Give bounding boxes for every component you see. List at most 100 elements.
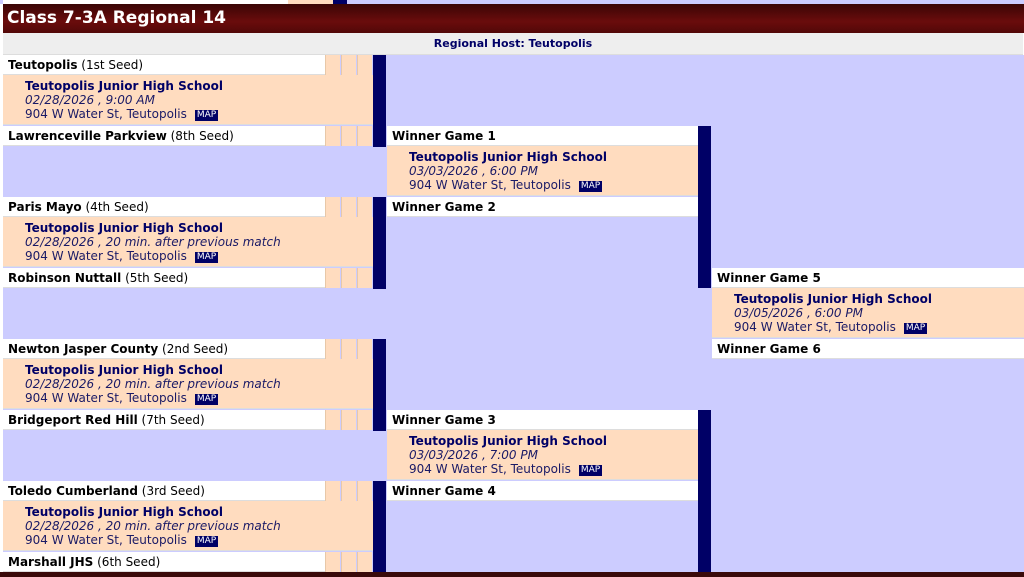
previous-bracket-edge: [0, 0, 1024, 4]
map-link[interactable]: MAP: [903, 323, 928, 334]
bracket-connector: [373, 339, 386, 431]
score-cell: [357, 410, 372, 430]
team-name: Lawrenceville Parkview: [8, 129, 167, 143]
team-seed: (7th Seed): [141, 413, 205, 427]
team-seed: (4th Seed): [85, 200, 149, 214]
game-location: Teutopolis Junior High School: [25, 221, 224, 235]
score-cell: [325, 481, 340, 501]
score-cell: [357, 552, 372, 572]
team-seed: (3rd Seed): [141, 484, 205, 498]
team-row: Newton Jasper County (2nd Seed): [3, 339, 325, 359]
team-row: Winner Game 5: [712, 268, 1024, 288]
score-cell: [325, 552, 340, 572]
team-row: Winner Game 2: [387, 197, 698, 217]
team-row: Paris Mayo (4th Seed): [3, 197, 325, 217]
team-name: Winner Game 1: [392, 129, 496, 143]
game-address-line: 904 W Water St, Teutopolis MAP: [409, 462, 698, 476]
team-row: Toledo Cumberland (3rd Seed): [3, 481, 325, 501]
game-address: 904 W Water St, Teutopolis: [25, 249, 187, 263]
bracket-connector: [698, 126, 711, 288]
bracket-connector: [373, 481, 386, 573]
team-name: Winner Game 6: [717, 342, 821, 356]
score-cell: [357, 339, 372, 359]
game-info: Teutopolis Junior High School 02/28/2026 …: [3, 217, 373, 267]
map-link[interactable]: MAP: [194, 394, 219, 405]
team-row: Bridgeport Red Hill (7th Seed): [3, 410, 325, 430]
game-address-line: 904 W Water St, Teutopolis MAP: [25, 107, 373, 121]
game-datetime: 03/05/2026 , 6:00 PM: [734, 306, 863, 320]
team-name: Toledo Cumberland: [8, 484, 138, 498]
team-row: Lawrenceville Parkview (8th Seed): [3, 126, 325, 146]
game-location: Teutopolis Junior High School: [25, 79, 224, 93]
team-row: Winner Game 1: [387, 126, 698, 146]
team-seed: (6th Seed): [97, 555, 161, 569]
team-seed: (2nd Seed): [162, 342, 229, 356]
score-cell: [325, 268, 340, 288]
game-address-line: 904 W Water St, Teutopolis MAP: [409, 178, 698, 192]
team-seed: (1st Seed): [81, 58, 144, 72]
page-title: Class 7-3A Regional 14: [3, 4, 1024, 33]
team-name: Winner Game 3: [392, 413, 496, 427]
game-info: Teutopolis Junior High School 03/03/2026 …: [387, 430, 698, 480]
score-cell: [325, 339, 340, 359]
game-datetime: 02/28/2026 , 20 min. after previous matc…: [25, 519, 281, 533]
score-cell: [325, 126, 340, 146]
team-name: Winner Game 4: [392, 484, 496, 498]
game-datetime: 03/03/2026 , 7:00 PM: [409, 448, 538, 462]
map-link[interactable]: MAP: [194, 252, 219, 263]
team-seed: (8th Seed): [170, 129, 234, 143]
score-cell: [325, 410, 340, 430]
game-datetime: 03/03/2026 , 6:00 PM: [409, 164, 538, 178]
map-link[interactable]: MAP: [194, 536, 219, 547]
regional-host: Regional Host: Teutopolis: [3, 33, 1023, 55]
game-address: 904 W Water St, Teutopolis: [25, 391, 187, 405]
team-name: Teutopolis: [8, 58, 78, 72]
game-location: Teutopolis Junior High School: [25, 363, 224, 377]
score-cell: [325, 197, 340, 217]
bracket: Teutopolis (1st Seed) Lawrenceville Parkv…: [3, 55, 1024, 573]
team-seed: (5th Seed): [125, 271, 189, 285]
team-name: Paris Mayo: [8, 200, 82, 214]
bracket-connector: [373, 55, 386, 147]
score-cell: [357, 268, 372, 288]
score-cell: [341, 481, 356, 501]
team-name: Robinson Nuttall: [8, 271, 122, 285]
score-cell: [341, 410, 356, 430]
score-cell: [341, 339, 356, 359]
map-link[interactable]: MAP: [194, 110, 219, 121]
team-name: Newton Jasper County: [8, 342, 159, 356]
bracket-connector: [698, 410, 711, 572]
team-row: Winner Game 6: [712, 339, 1024, 359]
game-address: 904 W Water St, Teutopolis: [25, 533, 187, 547]
game-datetime: 02/28/2026 , 20 min. after previous matc…: [25, 377, 281, 391]
game-address-line: 904 W Water St, Teutopolis MAP: [734, 320, 1024, 334]
score-cell: [341, 197, 356, 217]
map-link[interactable]: MAP: [578, 465, 603, 476]
team-name: Bridgeport Red Hill: [8, 413, 138, 427]
team-name: Marshall JHS: [8, 555, 94, 569]
map-link[interactable]: MAP: [578, 181, 603, 192]
game-info: Teutopolis Junior High School 02/28/2026 …: [3, 75, 373, 125]
score-cell: [357, 126, 372, 146]
game-address: 904 W Water St, Teutopolis: [409, 178, 571, 192]
game-datetime: 02/28/2026 , 9:00 AM: [25, 93, 155, 107]
score-cell: [357, 481, 372, 501]
game-info: Teutopolis Junior High School 03/03/2026 …: [387, 146, 698, 196]
game-info: Teutopolis Junior High School 02/28/2026 …: [3, 359, 373, 409]
score-cell: [357, 197, 372, 217]
bracket-connector: [373, 197, 386, 289]
score-cell: [357, 55, 372, 75]
team-row: Winner Game 4: [387, 481, 698, 501]
game-address: 904 W Water St, Teutopolis: [734, 320, 896, 334]
team-row: Teutopolis (1st Seed): [3, 55, 325, 75]
game-location: Teutopolis Junior High School: [25, 505, 224, 519]
team-row: Winner Game 3: [387, 410, 698, 430]
game-info: Teutopolis Junior High School 02/28/2026 …: [3, 501, 373, 551]
game-address-line: 904 W Water St, Teutopolis MAP: [25, 249, 373, 263]
team-name: Winner Game 2: [392, 200, 496, 214]
game-location: Teutopolis Junior High School: [734, 292, 933, 306]
game-address-line: 904 W Water St, Teutopolis MAP: [25, 391, 373, 405]
game-address-line: 904 W Water St, Teutopolis MAP: [25, 533, 373, 547]
game-datetime: 02/28/2026 , 20 min. after previous matc…: [25, 235, 281, 249]
game-location: Teutopolis Junior High School: [409, 150, 608, 164]
